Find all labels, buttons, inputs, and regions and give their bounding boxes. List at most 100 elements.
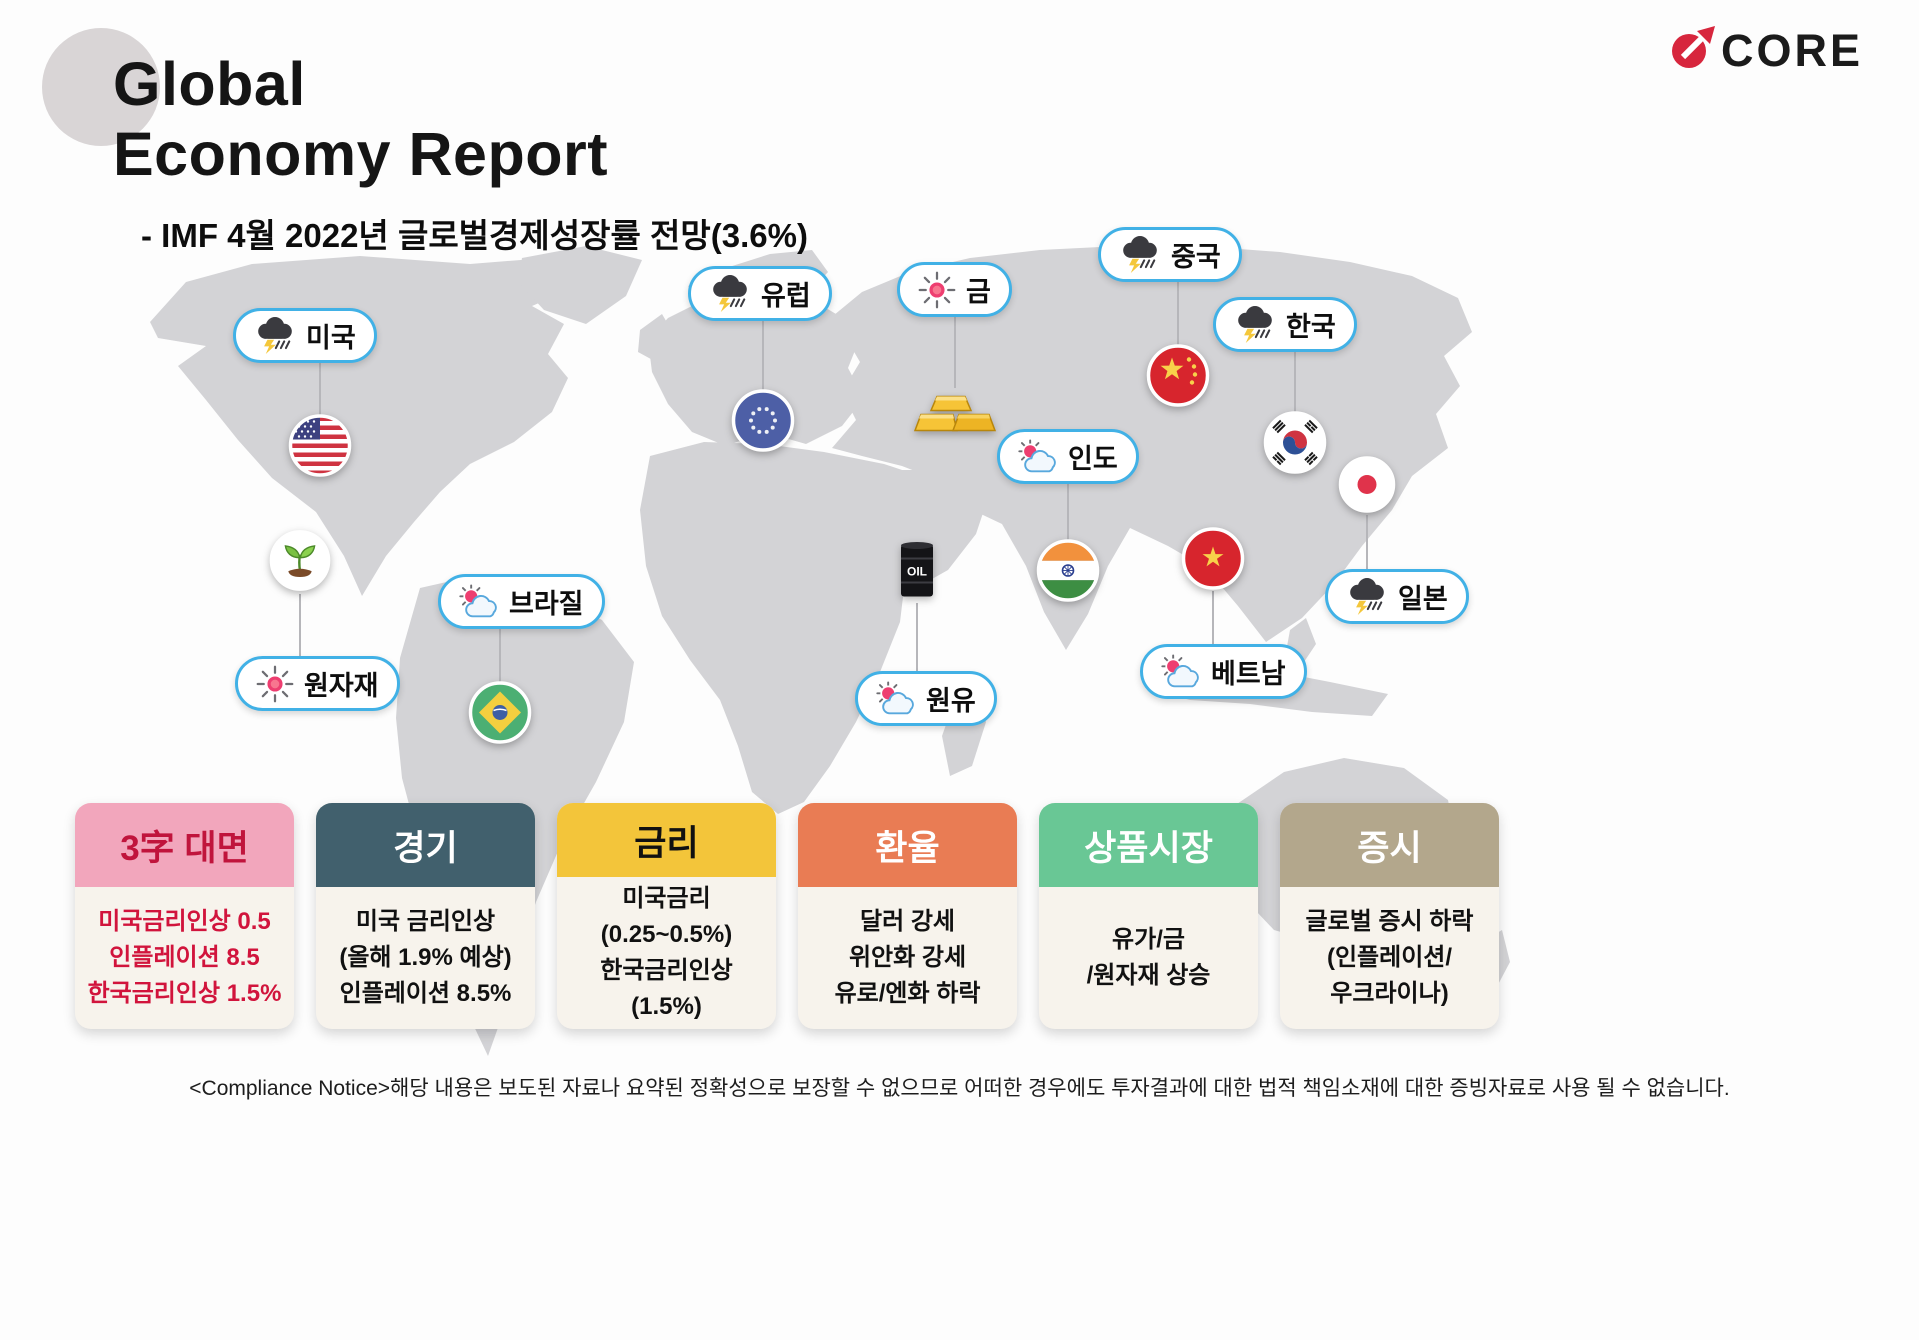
card-line: (0.25~0.5%) [600, 921, 733, 948]
connector-line [1294, 351, 1296, 413]
callout-label: 일본 [1398, 584, 1448, 614]
callout-label: 유럽 [761, 281, 811, 311]
card-title: 증시 [1280, 803, 1499, 887]
card-interest-rate: 금리 미국금리 (0.25~0.5%) 한국금리인상 (1.5%) [557, 803, 776, 1029]
callout-korea: 한국 [1213, 297, 1357, 352]
connector-line [319, 362, 321, 417]
card-line: /원자재 상승 [1086, 962, 1211, 989]
connector-line [1366, 515, 1368, 569]
card-body: 미국 금리인상 (올해 1.9% 예상) 인플레이션 8.5% [316, 887, 535, 1029]
continent-greenland [518, 246, 642, 324]
connector-line [1212, 591, 1214, 644]
sun-cloud-icon [459, 584, 499, 619]
callout-label: 한국 [1286, 312, 1336, 342]
callout-label: 인도 [1068, 444, 1118, 474]
page-title-line2: Economy Report [113, 119, 609, 188]
card-line: 미국금리인상 0.5 [98, 908, 271, 935]
sun-cloud-icon [1161, 654, 1201, 689]
connector-line [916, 603, 918, 671]
page-title-line1: Global [113, 50, 306, 118]
core-logo-arrow-icon [1669, 24, 1717, 77]
sun-icon [918, 271, 956, 309]
compliance-notice: <Compliance Notice>해당 내용은 보도된 자료나 요약된 정확… [189, 1077, 1730, 1100]
card-line: 달러 강세 [860, 908, 955, 935]
card-line: 인플레이션 8.5 [109, 944, 260, 971]
card-title: 경기 [316, 803, 535, 887]
callout-gold: 금 [897, 262, 1012, 317]
card-line: 우크라이나) [1330, 980, 1449, 1007]
callout-brazil: 브라질 [438, 574, 605, 629]
island-uk [638, 314, 676, 364]
callout-oil: 원유 [855, 671, 997, 726]
storm-cloud-icon [709, 274, 751, 313]
vietnam-flag-icon [1179, 525, 1247, 598]
callout-usa: 미국 [233, 308, 377, 363]
china-flag-icon [1144, 342, 1212, 415]
callout-commodities: 원자재 [235, 656, 400, 711]
sun-cloud-icon [1018, 439, 1058, 474]
callout-label: 브라질 [509, 589, 584, 619]
india-flag-icon [1034, 537, 1102, 610]
card-line: 위안화 강세 [848, 944, 967, 971]
card-economy: 경기 미국 금리인상 (올해 1.9% 예상) 인플레이션 8.5% [316, 803, 535, 1029]
callout-india: 인도 [997, 429, 1139, 484]
core-logo-text: CORE [1720, 24, 1863, 76]
card-line: 유가/금 [1112, 926, 1185, 953]
card-title: 상품시장 [1039, 803, 1258, 887]
callout-label: 미국 [306, 323, 356, 353]
eu-flag-icon [729, 387, 797, 460]
korea-flag-icon [1261, 409, 1329, 482]
card-line: 유로/엔화 하락 [834, 980, 981, 1007]
card-commodity-market: 상품시장 유가/금 /원자재 상승 [1039, 803, 1258, 1029]
summary-cards: 3字 대면 미국금리인상 0.5 인플레이션 8.5 한국금리인상 1.5% 경… [75, 803, 1499, 1029]
connector-line [762, 320, 764, 392]
card-body: 미국금리인상 0.5 인플레이션 8.5 한국금리인상 1.5% [75, 887, 294, 1029]
report-subtitle: - IMF 4월 2022년 글로벌경제성장률 전망(3.6%) [141, 217, 808, 255]
connector-line [1067, 483, 1069, 540]
callout-label: 중국 [1171, 242, 1221, 272]
sprout-icon [267, 528, 333, 599]
callout-europe: 유럽 [688, 266, 832, 321]
card-title: 환율 [798, 803, 1017, 887]
card-exchange-rate: 환율 달러 강세 위안화 강세 유로/엔화 하락 [798, 803, 1017, 1029]
card-body: 유가/금 /원자재 상승 [1039, 887, 1258, 1029]
card-body: 미국금리 (0.25~0.5%) 한국금리인상 (1.5%) [557, 877, 776, 1029]
continent-africa [640, 442, 956, 814]
oil-barrel-label: OIL [907, 565, 927, 579]
card-line: 미국 금리인상 [355, 908, 496, 935]
card-3go: 3字 대면 미국금리인상 0.5 인플레이션 8.5 한국금리인상 1.5% [75, 803, 294, 1029]
callout-japan: 일본 [1325, 569, 1469, 624]
card-line: 글로벌 증시 하락 [1305, 908, 1474, 935]
core-logo: CORE [1669, 24, 1863, 77]
callout-vietnam: 베트남 [1140, 644, 1307, 699]
card-line: 한국금리인상 1.5% [87, 980, 282, 1007]
oil-barrel-icon: OIL [891, 539, 943, 608]
gold-bars-icon [913, 383, 997, 448]
card-stock-market: 증시 글로벌 증시 하락 (인플레이션/ 우크라이나) [1280, 803, 1499, 1029]
card-line: 미국금리 [622, 885, 711, 912]
callout-label: 원자재 [304, 671, 379, 701]
callout-china: 중국 [1098, 227, 1242, 282]
storm-cloud-icon [1234, 305, 1276, 344]
usa-flag-icon [286, 412, 354, 485]
storm-cloud-icon [1346, 577, 1388, 616]
connector-line [499, 628, 501, 683]
callout-label: 베트남 [1211, 659, 1286, 689]
card-body: 달러 강세 위안화 강세 유로/엔화 하락 [798, 887, 1017, 1029]
card-line: (올해 1.9% 예상) [339, 944, 512, 971]
continent-north-america [150, 256, 578, 596]
sun-cloud-icon [876, 681, 916, 716]
callout-label: 금 [966, 277, 991, 307]
connector-line [299, 594, 301, 656]
card-title: 3字 대면 [75, 803, 294, 887]
card-line: (인플레이션/ [1326, 944, 1453, 971]
sun-icon [256, 665, 294, 703]
card-line: (1.5%) [631, 993, 702, 1020]
connector-line [954, 316, 956, 388]
card-line: 인플레이션 8.5% [339, 980, 512, 1007]
card-title: 금리 [557, 803, 776, 877]
storm-cloud-icon [1119, 235, 1161, 274]
card-body: 글로벌 증시 하락 (인플레이션/ 우크라이나) [1280, 887, 1499, 1029]
callout-label: 원유 [926, 686, 976, 716]
